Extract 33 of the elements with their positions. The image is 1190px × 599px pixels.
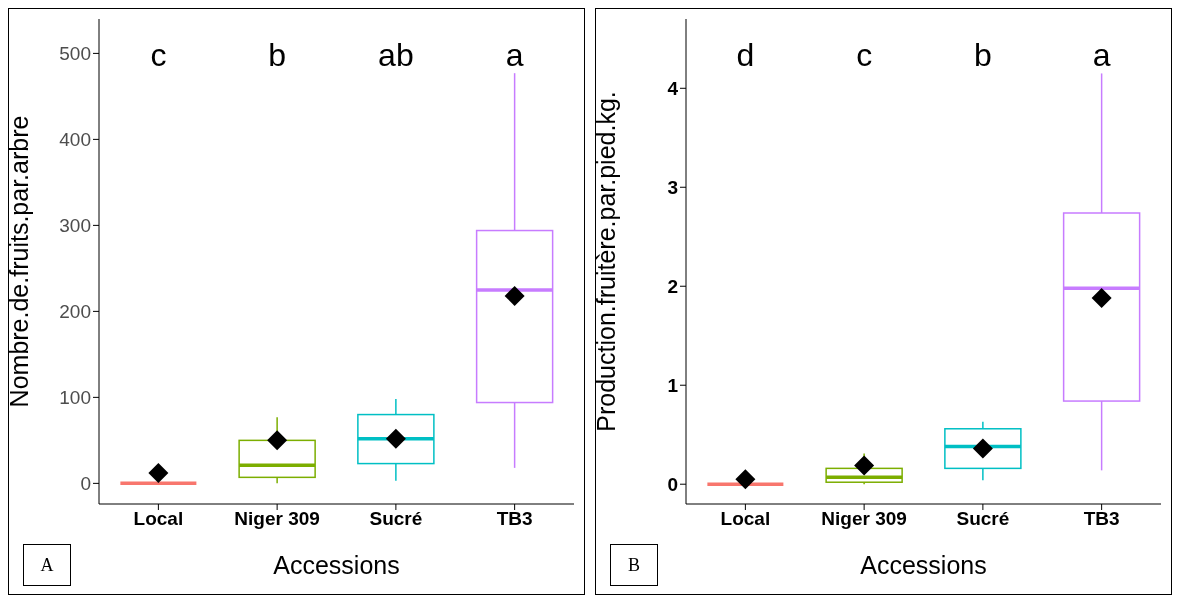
x-tick-label: Local: [133, 508, 184, 530]
y-tick-label: 500: [59, 43, 91, 65]
y-tick-label: 200: [59, 301, 91, 323]
x-tick-label: Niger 309: [821, 508, 907, 530]
x-tick-label: Niger 309: [234, 508, 320, 530]
annotation: b: [267, 37, 287, 73]
annotation: b: [972, 37, 993, 73]
x-tick-label: Sucré: [369, 508, 423, 530]
y-tick-label: 3: [667, 177, 678, 199]
annotation: c: [855, 37, 874, 73]
x-tick-label: TB3: [1083, 508, 1120, 530]
x-tick-label: Local: [720, 508, 771, 530]
x-tick-label: Sucré: [956, 508, 1010, 530]
y-tick-label: 1: [667, 374, 679, 396]
y-axis-title: Production.fruitère.par.pied.kg.: [591, 91, 620, 432]
y-tick-label: 4: [667, 78, 679, 100]
text: A: [23, 544, 71, 586]
y-tick-label: 400: [59, 129, 91, 151]
y-tick-label: 2: [667, 275, 678, 297]
y-axis-title: Nombre.de.fruits.par.arbre: [4, 115, 33, 408]
x-tick-label: TB3: [496, 508, 533, 530]
y-tick-label: 300: [59, 215, 91, 237]
annotation: a: [504, 37, 525, 73]
x-axis-title: Accessions: [273, 551, 400, 579]
text: B: [610, 544, 658, 586]
y-tick-label: 0: [80, 473, 91, 495]
y-tick-label: 0: [667, 473, 678, 495]
x-axis-title: Accessions: [860, 551, 987, 579]
annotation: ab: [377, 37, 415, 73]
annotation: a: [1091, 37, 1112, 73]
annotation: c: [149, 37, 168, 73]
y-tick-label: 100: [59, 387, 91, 409]
annotation: d: [735, 37, 756, 73]
